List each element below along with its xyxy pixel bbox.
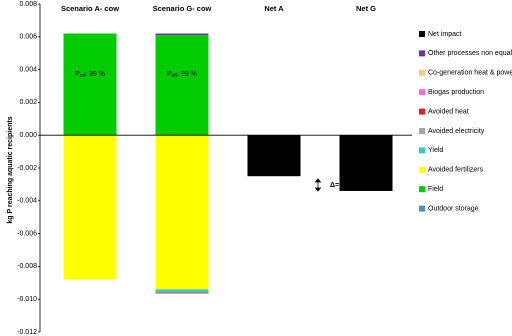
y-tick-label: 0.006 bbox=[19, 34, 37, 41]
y-axis-label: kg P reaching aquatic recipients bbox=[7, 116, 14, 223]
efficiency-main: P bbox=[75, 71, 80, 78]
legend-swatch bbox=[419, 166, 425, 173]
y-tick-label: 0.002 bbox=[19, 99, 37, 106]
legend-label: Other processes non equal bbox=[428, 50, 512, 57]
efficiency-sub: eff bbox=[172, 73, 178, 79]
category-label: Net G bbox=[356, 4, 376, 13]
category-label: Scenario A- cow bbox=[61, 4, 119, 13]
legend-swatch bbox=[419, 128, 425, 134]
legend-label: Field bbox=[428, 186, 443, 193]
legend-swatch bbox=[419, 147, 425, 154]
bar-segment bbox=[339, 135, 393, 191]
legend-label: Co-generation heat & power bbox=[428, 70, 512, 77]
efficiency-tail: : 99 % bbox=[177, 71, 197, 78]
legend-label: Avoided fertilizers bbox=[428, 167, 484, 174]
delta-arrow bbox=[314, 178, 322, 192]
efficiency-main: P bbox=[167, 71, 172, 78]
bar-segment bbox=[247, 135, 301, 177]
efficiency-sub: eff bbox=[80, 73, 86, 79]
legend-label: Avoided heat bbox=[428, 108, 469, 115]
legend-label: Net impact bbox=[428, 31, 462, 38]
bar-segment bbox=[155, 33, 209, 36]
legend-swatch bbox=[419, 31, 425, 37]
legend-swatch bbox=[419, 186, 425, 193]
y-tick-label: -0.010 bbox=[17, 296, 37, 303]
y-tick-label: 0.000 bbox=[19, 132, 37, 139]
legend-swatch bbox=[419, 89, 425, 96]
y-tick-label: -0.006 bbox=[17, 230, 37, 237]
category-label: Scenario G- cow bbox=[153, 4, 212, 13]
efficiency-label: Peff: 99 % bbox=[75, 71, 105, 79]
legend-swatch bbox=[419, 50, 425, 57]
bar-segment bbox=[155, 289, 209, 293]
legend-label: Outdoor storage bbox=[428, 205, 479, 212]
y-tick-label: -0.008 bbox=[17, 263, 37, 270]
y-tick-label: 0.008 bbox=[19, 1, 37, 8]
efficiency-tail: : 99 % bbox=[85, 71, 105, 78]
bar-segment bbox=[155, 35, 209, 136]
legend-swatch bbox=[419, 69, 425, 76]
legend-label: Biogas production bbox=[428, 89, 484, 96]
legend-swatch bbox=[419, 108, 425, 115]
y-tick-label: -0.012 bbox=[17, 329, 37, 336]
category-label: Net A bbox=[264, 4, 284, 13]
y-tick-label: -0.004 bbox=[17, 198, 37, 205]
bar-segment bbox=[63, 33, 117, 136]
legend-label: Yield bbox=[428, 147, 443, 154]
y-tick-label: 0.004 bbox=[19, 66, 37, 73]
bar-segment bbox=[155, 292, 209, 294]
efficiency-label: Peff: 99 % bbox=[167, 71, 197, 79]
y-tick-label: -0.002 bbox=[17, 165, 37, 172]
legend-label: Avoided electricity bbox=[428, 128, 485, 135]
bar-segment bbox=[155, 135, 209, 290]
legend-swatch bbox=[419, 205, 425, 212]
bar-segment bbox=[63, 135, 117, 280]
